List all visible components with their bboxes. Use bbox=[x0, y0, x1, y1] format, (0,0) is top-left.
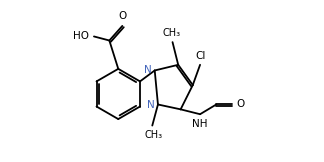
Text: CH₃: CH₃ bbox=[163, 28, 181, 38]
Text: O: O bbox=[237, 99, 245, 110]
Text: CH₃: CH₃ bbox=[144, 130, 162, 140]
Text: N: N bbox=[147, 100, 155, 110]
Text: N: N bbox=[144, 65, 152, 75]
Text: O: O bbox=[118, 11, 126, 21]
Text: HO: HO bbox=[73, 31, 89, 41]
Text: Cl: Cl bbox=[196, 51, 206, 61]
Text: NH: NH bbox=[192, 119, 208, 129]
